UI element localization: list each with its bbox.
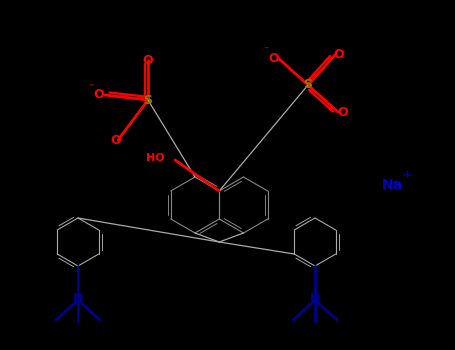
Text: O: O xyxy=(334,49,344,62)
Text: O: O xyxy=(269,51,279,64)
Text: Na: Na xyxy=(381,178,403,192)
Text: O: O xyxy=(111,133,121,147)
Text: S: S xyxy=(143,93,152,106)
Text: ⁻: ⁻ xyxy=(263,45,268,55)
Text: +: + xyxy=(402,170,412,180)
Text: O: O xyxy=(338,105,349,119)
Text: N: N xyxy=(73,292,83,304)
Text: S: S xyxy=(303,78,313,91)
Text: ⁻: ⁻ xyxy=(123,127,129,137)
Text: ⁻: ⁻ xyxy=(88,82,94,92)
Text: O: O xyxy=(94,89,104,101)
Text: O: O xyxy=(143,54,153,66)
Text: N: N xyxy=(310,292,320,304)
Text: HO: HO xyxy=(147,153,165,163)
